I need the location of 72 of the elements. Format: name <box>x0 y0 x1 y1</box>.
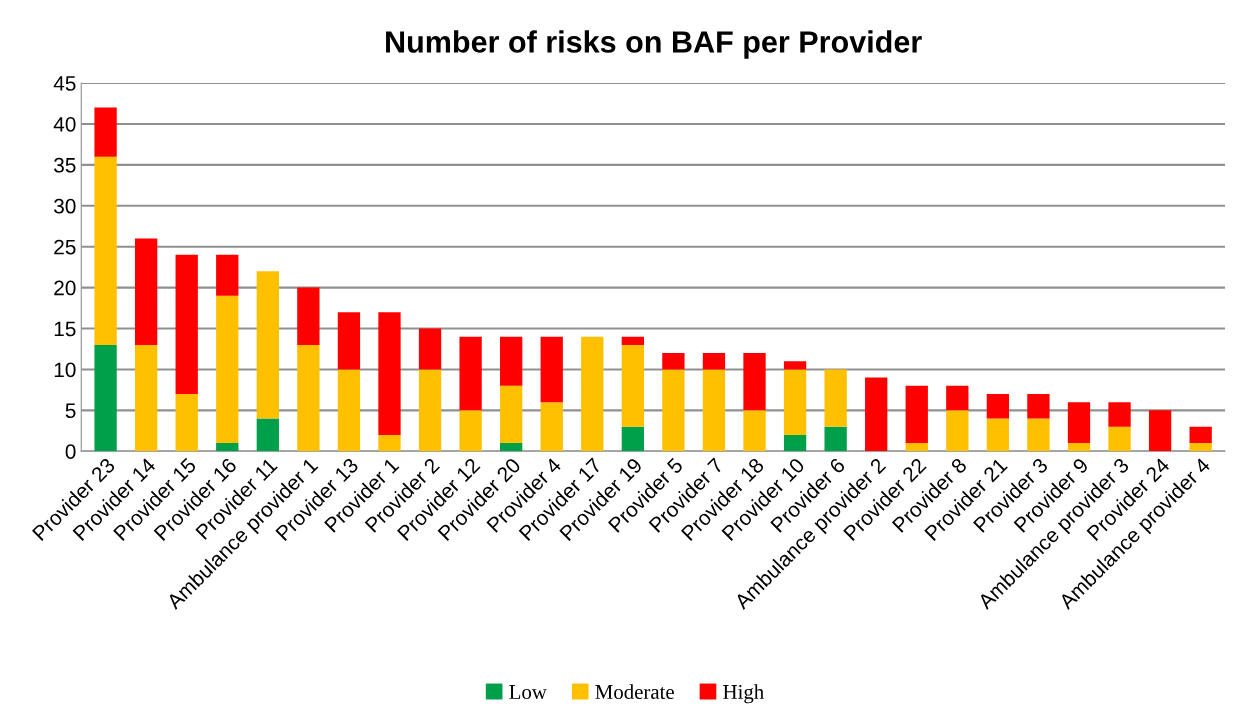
bar <box>418 369 442 452</box>
bar <box>702 369 726 452</box>
bar <box>783 361 807 370</box>
y-tick-label: 40 <box>53 116 76 132</box>
y-tick-label: 45 <box>53 76 76 91</box>
bar <box>94 156 117 345</box>
bar <box>1027 393 1050 419</box>
bar <box>216 254 239 296</box>
y-tick-label: 0 <box>65 444 76 459</box>
y-tick-label: 10 <box>54 362 76 378</box>
bar <box>743 410 766 452</box>
bar <box>297 344 320 452</box>
bar <box>94 107 117 157</box>
bar <box>337 312 361 370</box>
y-tick-label: 15 <box>54 321 76 337</box>
bar <box>946 410 969 452</box>
y-tick-label: 30 <box>54 198 76 214</box>
bar <box>1108 426 1131 452</box>
bar <box>1189 426 1212 444</box>
bar <box>621 336 644 345</box>
bar <box>256 418 279 452</box>
bar <box>256 271 279 419</box>
bar <box>662 369 685 452</box>
bar <box>134 238 158 345</box>
bar <box>500 443 523 452</box>
bar <box>621 344 644 427</box>
bar <box>540 336 563 403</box>
bar <box>986 418 1010 452</box>
bar <box>986 393 1010 419</box>
bar <box>824 426 847 452</box>
bar <box>1148 410 1172 452</box>
bar <box>297 287 320 345</box>
bar <box>581 336 604 452</box>
legend-label: Moderate <box>595 684 674 699</box>
bar <box>1067 402 1091 444</box>
bar <box>662 353 685 370</box>
bar <box>621 426 644 452</box>
bar <box>865 377 888 452</box>
bar <box>94 344 117 452</box>
bar <box>378 434 401 452</box>
bar <box>337 369 361 452</box>
bar <box>905 443 928 452</box>
y-tick-label: 25 <box>54 239 76 255</box>
bar <box>824 369 847 427</box>
bar <box>216 295 239 444</box>
bar <box>418 328 442 370</box>
bar <box>946 385 969 411</box>
bar <box>743 353 766 411</box>
legend-label: High <box>723 684 764 704</box>
y-tick-label: 35 <box>54 157 76 173</box>
bar <box>783 369 807 435</box>
bar <box>216 443 239 452</box>
y-tick-label: 20 <box>54 280 76 296</box>
bar <box>1108 402 1131 427</box>
bar <box>1189 443 1212 452</box>
bar <box>1027 418 1050 452</box>
bar <box>540 402 563 452</box>
bar <box>134 344 158 452</box>
bar <box>702 353 726 370</box>
bar <box>500 336 523 386</box>
bar <box>500 385 523 444</box>
bar <box>905 385 928 444</box>
bar <box>783 434 807 452</box>
y-tick-label: 5 <box>65 403 76 419</box>
legend-label: Low <box>509 685 547 699</box>
bar <box>175 254 198 394</box>
bar <box>459 410 482 452</box>
bar <box>1067 443 1091 452</box>
chart-title: Number of risks on BAF per Provider <box>386 30 922 59</box>
bar <box>459 336 482 411</box>
bar <box>378 312 401 435</box>
bar <box>175 393 198 452</box>
